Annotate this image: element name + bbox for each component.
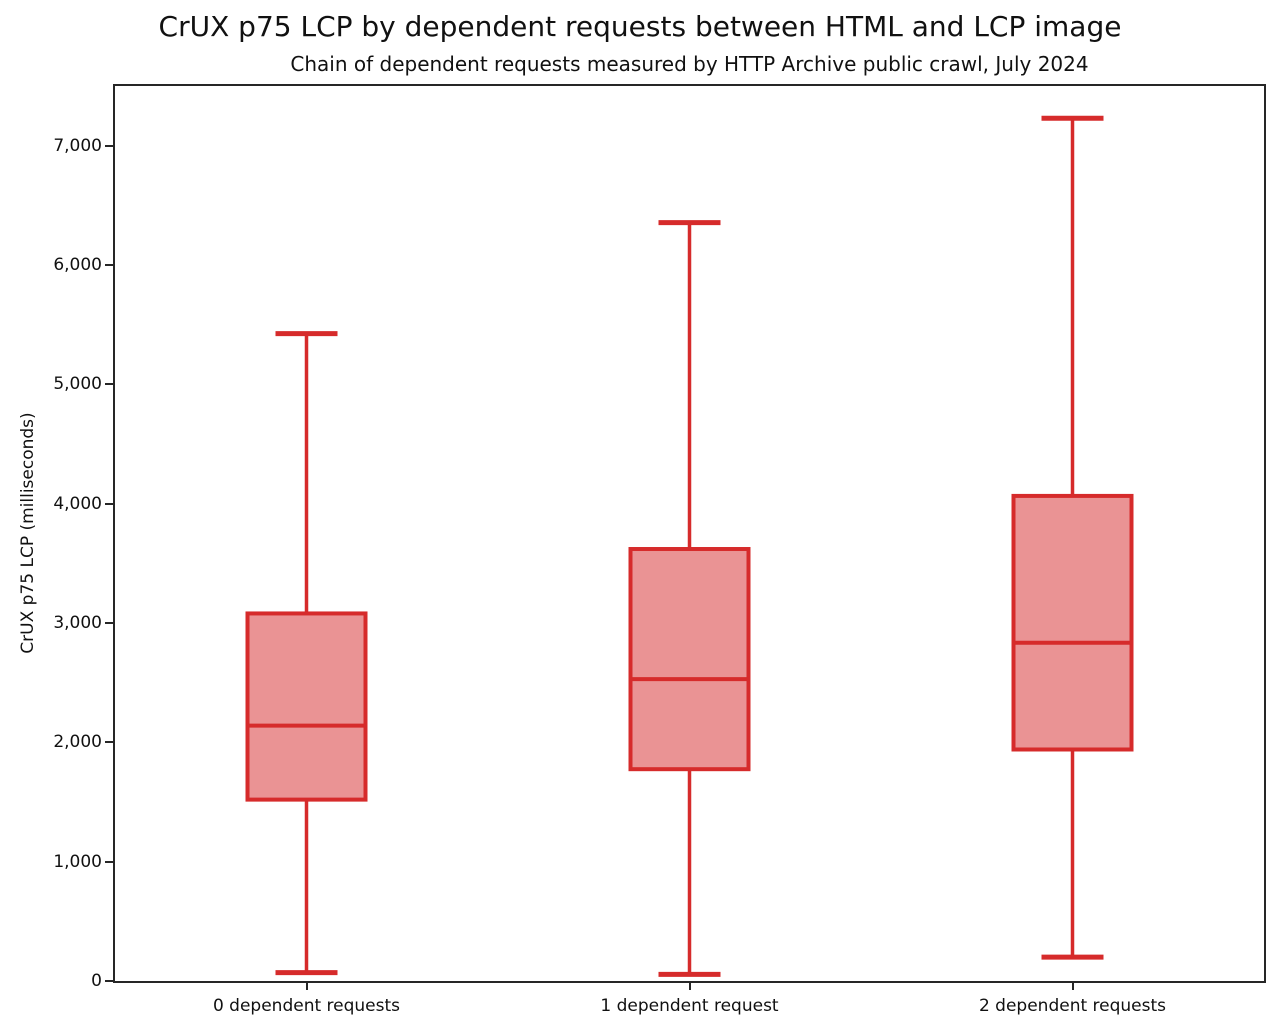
box-rect (628, 547, 751, 772)
y-tick-mark (105, 860, 113, 863)
chart-subtitle: Chain of dependent requests measured by … (290, 52, 1089, 76)
y-tick-mark (105, 741, 113, 744)
box-plot-svg (245, 115, 1134, 977)
x-tick-label: 2 dependent requests (978, 996, 1167, 1016)
plot-area (113, 84, 1266, 983)
box-rect (1011, 493, 1134, 752)
box-rect (245, 611, 368, 802)
y-tick-label: 0 (91, 971, 102, 991)
y-tick-label: 2,000 (53, 732, 102, 753)
x-tick-label: 0 dependent requests (212, 996, 401, 1016)
x-tick-mark (688, 983, 691, 990)
y-tick-mark (105, 383, 113, 386)
y-tick-mark (105, 264, 113, 266)
y-tick-mark (105, 622, 113, 624)
y-tick-mark (105, 502, 113, 505)
y-tick-label: 3,000 (53, 613, 102, 633)
chart-title: CrUX p75 LCP by dependent requests betwe… (158, 10, 1122, 43)
y-tick-label: 5,000 (53, 374, 102, 395)
y-tick-mark (105, 144, 113, 147)
y-tick-label: 4,000 (53, 493, 102, 514)
x-tick-label: 1 dependent request (600, 996, 779, 1016)
y-tick-label: 6,000 (53, 255, 102, 275)
x-tick-mark (305, 983, 308, 990)
y-axis-label: CrUX p75 LCP (milliseconds) (18, 412, 38, 654)
y-tick-mark (105, 980, 113, 982)
x-tick-mark (1071, 983, 1074, 990)
y-tick-label: 7,000 (53, 135, 102, 156)
y-tick-label: 1,000 (53, 851, 102, 872)
